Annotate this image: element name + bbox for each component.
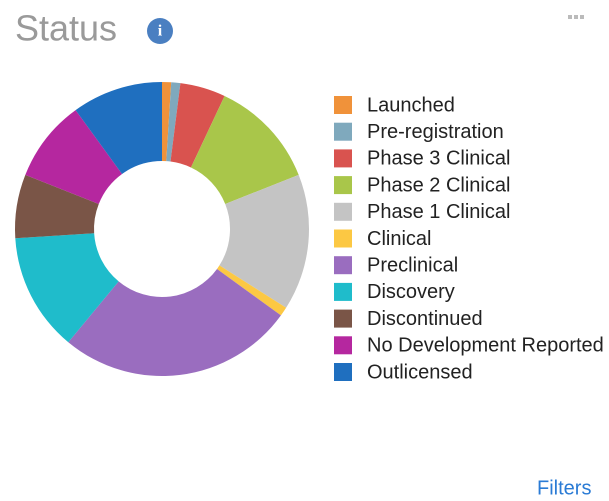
legend-label: Phase 2 Clinical bbox=[367, 174, 510, 196]
donut-slice bbox=[219, 174, 309, 308]
filters-link[interactable]: Filters bbox=[537, 477, 591, 499]
legend-label: Discovery bbox=[367, 281, 455, 303]
donut-slice bbox=[162, 82, 172, 162]
legend-swatch bbox=[334, 96, 352, 114]
donut-slice bbox=[166, 82, 181, 162]
legend-label: No Development Reported bbox=[367, 335, 604, 357]
donut-slice bbox=[15, 174, 99, 239]
donut-slice bbox=[217, 265, 287, 316]
legend-label: Discontinued bbox=[367, 308, 483, 330]
legend-swatch bbox=[334, 176, 352, 195]
legend-swatch bbox=[334, 282, 352, 301]
legend-swatch bbox=[334, 122, 352, 141]
legend-swatch bbox=[334, 363, 352, 381]
legend-swatch bbox=[334, 149, 352, 168]
donut-slice bbox=[25, 110, 123, 204]
legend-label: Clinical bbox=[367, 228, 431, 250]
legend-label: Phase 3 Clinical bbox=[367, 148, 510, 170]
legend-label: Outlicensed bbox=[367, 361, 473, 383]
legend-swatch bbox=[334, 336, 352, 355]
legend-swatch bbox=[334, 256, 352, 275]
donut-slice bbox=[170, 83, 225, 168]
widget-title: Status bbox=[15, 8, 117, 49]
legend-label: Launched bbox=[367, 94, 455, 116]
info-icon[interactable] bbox=[147, 18, 173, 44]
legend-swatch bbox=[334, 229, 352, 248]
donut-slice bbox=[75, 82, 162, 174]
donut-slice bbox=[68, 268, 281, 376]
menu-dots[interactable] bbox=[568, 15, 584, 19]
legend-label: Pre-registration bbox=[367, 121, 504, 143]
legend-swatch bbox=[334, 309, 352, 328]
donut-slice bbox=[190, 95, 299, 204]
donut bbox=[15, 82, 309, 376]
legend-label: Preclinical bbox=[367, 254, 458, 276]
info-icon-glyph[interactable]: i bbox=[158, 23, 163, 40]
legend-label: Phase 1 Clinical bbox=[367, 201, 510, 223]
legend: Launched Pre-registration Phase 3 Clinical… bbox=[334, 94, 604, 383]
donut-slice bbox=[15, 233, 119, 343]
legend-swatch bbox=[334, 202, 352, 221]
